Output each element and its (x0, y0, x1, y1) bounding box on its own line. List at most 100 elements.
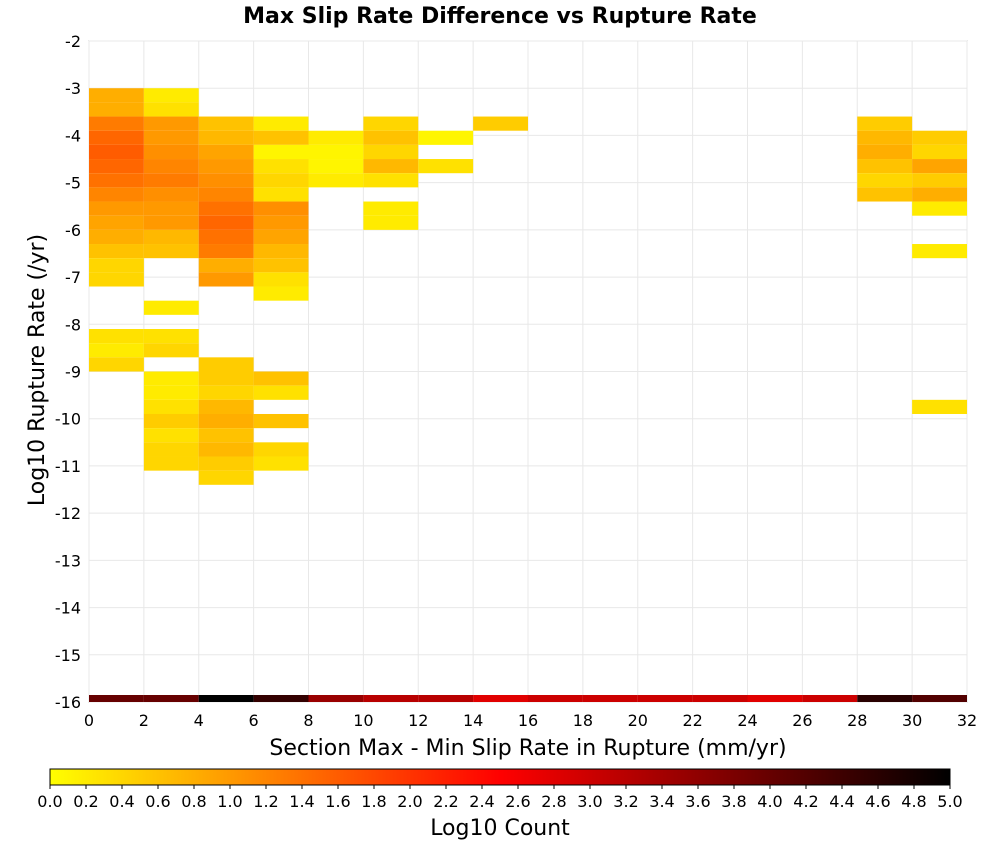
colorbar-tick-label: 5.0 (937, 792, 962, 811)
heatmap-cell (89, 201, 144, 216)
heatmap-cell (198, 456, 254, 471)
heatmap-cell (143, 116, 199, 131)
heatmap-cell (143, 244, 199, 259)
heatmap-cell (198, 357, 254, 372)
heatmap-cell (143, 428, 199, 443)
colorbar-tick-label: 0.0 (37, 792, 62, 811)
chart-title: Max Slip Rate Difference vs Rupture Rate (243, 4, 757, 29)
heatmap-cell (473, 695, 528, 702)
heatmap-cell (198, 470, 254, 485)
heatmap-cell (198, 229, 254, 245)
colorbar-tick-label: 0.2 (73, 792, 98, 811)
x-tick-label: 30 (902, 711, 922, 730)
heatmap-cell (912, 695, 967, 702)
heatmap-cell (857, 130, 913, 145)
heatmap-cell (418, 130, 474, 145)
heatmap-cell (198, 215, 254, 230)
heatmap-cell (89, 130, 144, 145)
y-tick-label: -15 (55, 646, 81, 665)
colorbar (49, 768, 951, 786)
heatmap-cell (89, 187, 144, 202)
x-tick-label: 20 (628, 711, 648, 730)
heatmap-cell (89, 102, 144, 117)
heatmap-cell (802, 695, 858, 702)
heatmap-cell (253, 130, 309, 145)
heatmap-cell (857, 695, 913, 702)
colorbar-tick-label: 4.6 (865, 792, 890, 811)
heatmap-cell (253, 442, 309, 457)
heatmap-cell (363, 130, 419, 145)
y-tick-label: -14 (55, 599, 81, 618)
heatmap-cell (253, 258, 309, 273)
heatmap-cell (198, 244, 254, 259)
colorbar-tick-label: 4.0 (757, 792, 782, 811)
colorbar-tick-label: 1.4 (289, 792, 314, 811)
heatmap-cell (143, 413, 199, 429)
heatmap-cell (89, 272, 144, 287)
y-tick-label: -11 (55, 457, 81, 476)
colorbar-tick-label: 2.6 (505, 792, 530, 811)
colorbar-tick-label: 2.4 (469, 792, 494, 811)
heatmap-cell (857, 173, 913, 188)
heatmap-cell (637, 695, 693, 702)
y-tick-label: -5 (65, 174, 81, 193)
heatmap-cell (143, 456, 199, 471)
heatmap-cell (143, 329, 199, 344)
heatmap-cell (253, 116, 309, 131)
heatmap-cell (143, 201, 199, 216)
x-tick-label: 8 (303, 711, 313, 730)
colorbar-tick-label: 3.2 (613, 792, 638, 811)
heatmap-cell (528, 695, 583, 702)
heatmap-cell (363, 201, 419, 216)
heatmap-cell (363, 215, 419, 230)
heatmap-cell (89, 329, 144, 344)
heatmap-cell (198, 399, 254, 414)
y-tick-label: -16 (55, 693, 81, 712)
heatmap-cell (857, 116, 913, 131)
y-tick-label: -12 (55, 504, 81, 523)
heatmap-cell (253, 229, 309, 245)
colorbar-tick-label: 2.8 (541, 792, 566, 811)
heatmap-cells (89, 88, 967, 702)
heatmap-cell (198, 201, 254, 216)
heatmap-cell (418, 695, 474, 702)
heatmap-cell (308, 144, 364, 160)
heatmap-cell (857, 159, 913, 174)
colorbar-tick-label: 4.8 (901, 792, 926, 811)
colorbar-tick-label: 2.0 (397, 792, 422, 811)
heatmap-cell (143, 130, 199, 145)
heatmap-cell (143, 215, 199, 230)
heatmap-cell (912, 173, 967, 188)
y-tick-label: -13 (55, 551, 81, 570)
heatmap-cell (473, 116, 528, 131)
colorbar-tick-label: 2.2 (433, 792, 458, 811)
heatmap-cell (253, 385, 309, 400)
colorbar-tick-label: 1.0 (217, 792, 242, 811)
heatmap-cell (143, 173, 199, 188)
heatmap-cell (912, 159, 967, 174)
heatmap-cell (308, 695, 364, 702)
heatmap-cell (912, 130, 967, 145)
heatmap-cell (198, 695, 254, 702)
heatmap-cell (912, 187, 967, 202)
heatmap-cell (253, 215, 309, 230)
heatmap-cell (363, 695, 419, 702)
heatmap-cell (857, 187, 913, 202)
heatmap-cell (308, 130, 364, 145)
heatmap-cell (143, 343, 199, 358)
x-tick-label: 14 (463, 711, 483, 730)
heatmap-cell (143, 442, 199, 457)
colorbar-label: Log10 Count (430, 816, 570, 841)
heatmap-cell (253, 187, 309, 202)
x-tick-label: 10 (353, 711, 373, 730)
heatmap-cell (198, 371, 254, 386)
x-tick-label: 22 (682, 711, 702, 730)
heatmap-cell (89, 229, 144, 245)
heatmap-cell (198, 272, 254, 287)
colorbar-tick-label: 3.0 (577, 792, 602, 811)
heatmap-cell (198, 116, 254, 131)
heatmap-cell (253, 286, 309, 301)
y-tick-label: -3 (65, 79, 81, 98)
heatmap-cell (363, 116, 419, 131)
